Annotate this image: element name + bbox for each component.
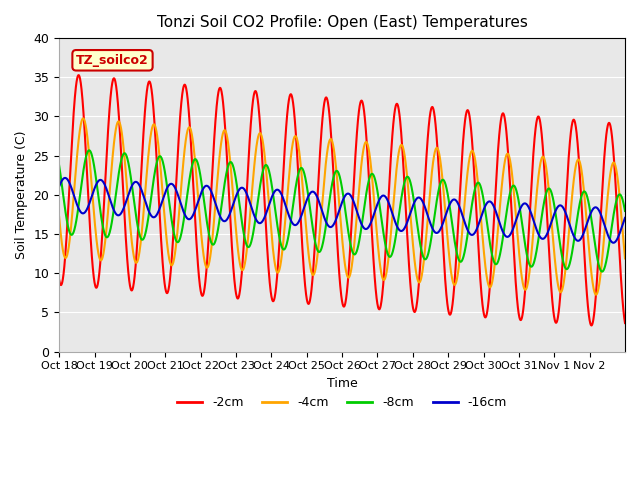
-4cm — [592, 292, 600, 298]
Line: -16cm: -16cm — [59, 178, 625, 243]
-2cm — [614, 213, 621, 218]
-16cm — [610, 240, 618, 246]
Line: -2cm: -2cm — [59, 75, 625, 325]
-16cm — [545, 228, 552, 233]
-4cm — [614, 174, 621, 180]
-2cm — [376, 305, 384, 311]
-8cm — [621, 208, 629, 214]
Title: Tonzi Soil CO2 Profile: Open (East) Temperatures: Tonzi Soil CO2 Profile: Open (East) Temp… — [157, 15, 527, 30]
-2cm — [234, 296, 242, 301]
-4cm — [234, 248, 242, 253]
-16cm — [61, 175, 69, 181]
-2cm — [55, 277, 63, 283]
-2cm — [75, 72, 83, 78]
-16cm — [376, 195, 384, 201]
Y-axis label: Soil Temperature (C): Soil Temperature (C) — [15, 131, 28, 259]
-8cm — [545, 186, 552, 192]
-2cm — [112, 82, 120, 87]
-8cm — [55, 163, 63, 168]
-16cm — [234, 189, 242, 194]
-2cm — [621, 320, 629, 326]
-8cm — [513, 189, 520, 194]
-8cm — [112, 191, 120, 197]
-4cm — [376, 264, 384, 270]
-16cm — [621, 215, 629, 221]
-4cm — [112, 126, 120, 132]
-4cm — [513, 222, 520, 228]
-16cm — [112, 211, 120, 216]
Legend: -2cm, -4cm, -8cm, -16cm: -2cm, -4cm, -8cm, -16cm — [172, 391, 512, 414]
-8cm — [376, 207, 384, 213]
-4cm — [621, 255, 629, 261]
-4cm — [55, 214, 63, 220]
-16cm — [55, 184, 63, 190]
-16cm — [513, 216, 520, 221]
Text: TZ_soilco2: TZ_soilco2 — [76, 54, 149, 67]
-8cm — [85, 147, 93, 153]
-4cm — [79, 116, 87, 121]
-8cm — [614, 194, 621, 200]
-4cm — [545, 185, 552, 191]
-16cm — [614, 236, 621, 241]
-2cm — [545, 242, 552, 248]
Line: -4cm: -4cm — [59, 119, 625, 295]
-8cm — [598, 269, 606, 275]
-2cm — [588, 323, 595, 328]
-8cm — [234, 191, 242, 196]
Line: -8cm: -8cm — [59, 150, 625, 272]
X-axis label: Time: Time — [326, 377, 358, 390]
-2cm — [513, 292, 520, 298]
